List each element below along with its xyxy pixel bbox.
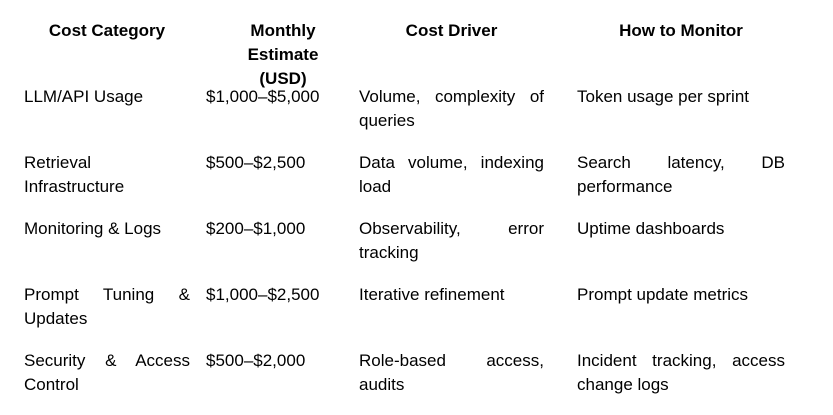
cell-driver: Volume, complexity of queries (359, 87, 544, 130)
cost-table: Cost Category Monthly Estimate (USD) Cos… (0, 19, 833, 415)
table-row: Prompt Tuning & Updates $1,000–$2,500 It… (0, 283, 833, 349)
cell-estimate: $500–$2,500 (206, 153, 306, 172)
header-cost-category: Cost Category (48, 21, 166, 40)
cell-category: Monitoring & Logs (24, 219, 162, 238)
cell-driver: Data volume, indexing load (359, 153, 544, 196)
cell-category: Prompt Tuning & Updates (24, 285, 190, 328)
cell-monitor: Token usage per sprint (577, 87, 749, 106)
cell-monitor: Prompt update metrics (577, 285, 749, 304)
cell-monitor: Incident tracking, access change logs (577, 351, 785, 394)
table-row: LLM/API Usage $1,000–$5,000 Volume, comp… (0, 85, 833, 151)
cell-driver: Observability, error tracking (359, 219, 544, 262)
cell-category: Security & Access Control (24, 351, 190, 394)
table-row: Security & Access Control $500–$2,000 Ro… (0, 349, 833, 415)
header-monthly-estimate: Monthly Estimate (USD) (247, 21, 319, 88)
cell-estimate: $500–$2,000 (206, 351, 306, 370)
cell-driver: Role-based access, audits (359, 351, 544, 394)
table-row: Retrieval Infrastructure $500–$2,500 Dat… (0, 151, 833, 217)
cell-estimate: $1,000–$2,500 (206, 285, 320, 304)
table-row: Monitoring & Logs $200–$1,000 Observabil… (0, 217, 833, 283)
cell-monitor: Search latency, DB performance (577, 153, 785, 196)
cell-estimate: $200–$1,000 (206, 219, 306, 238)
table-header-row: Cost Category Monthly Estimate (USD) Cos… (0, 19, 833, 88)
cell-estimate: $1,000–$5,000 (206, 87, 320, 106)
header-cost-driver: Cost Driver (405, 21, 498, 40)
header-how-to-monitor: How to Monitor (619, 21, 743, 40)
cell-category: Retrieval Infrastructure (24, 153, 125, 196)
cell-monitor: Uptime dashboards (577, 219, 725, 238)
cell-driver: Iterative refinement (359, 285, 505, 304)
cell-category: LLM/API Usage (24, 87, 144, 106)
